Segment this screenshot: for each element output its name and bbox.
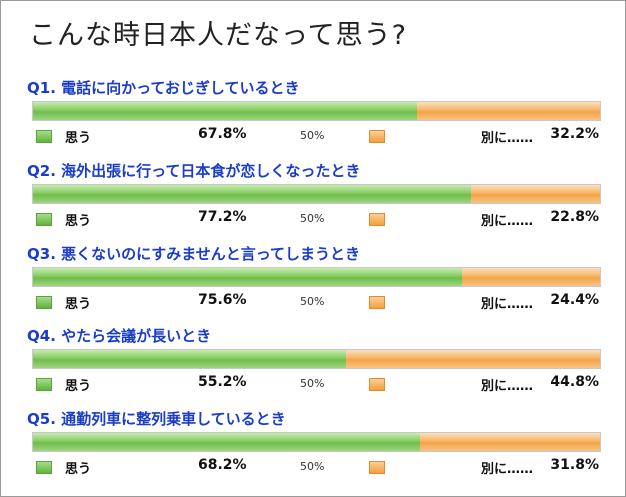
- legend-label-yes: 思う: [65, 131, 92, 146]
- legend-swatch-no: [369, 130, 385, 143]
- legend-label-no: 別に……: [481, 131, 534, 146]
- question-label: Q3. 悪くないのにすみませんと言ってしまうとき: [27, 245, 361, 263]
- legend-swatch-no: [369, 461, 385, 474]
- stacked-bar: [32, 101, 601, 121]
- data-label-yes: 55.2%: [198, 374, 247, 390]
- midpoint-label: 50%: [300, 377, 325, 390]
- legend-label-no: 別に……: [481, 462, 534, 477]
- legend-swatch-yes: [36, 461, 52, 474]
- data-label-no: 22.8%: [550, 209, 599, 225]
- legend-swatch-yes: [36, 213, 52, 226]
- stacked-bar: [32, 267, 601, 287]
- bar-segment-no: [462, 268, 600, 286]
- legend-swatch-no: [369, 296, 385, 309]
- question-block: Q1. 電話に向かっておじぎしているとき思う 67.8% 50% 別に…… 32.2%: [1, 77, 626, 161]
- bar-segment-yes: [33, 268, 462, 286]
- data-label-no: 32.2%: [550, 126, 599, 142]
- bar-segment-yes: [33, 350, 346, 368]
- data-label-no: 24.4%: [550, 292, 599, 308]
- legend-label-yes: 思う: [65, 379, 92, 394]
- stacked-bar: [32, 184, 601, 204]
- stacked-bar: [32, 349, 601, 369]
- data-label-yes: 77.2%: [198, 209, 247, 225]
- legend-swatch-yes: [36, 296, 52, 309]
- question-block: Q3. 悪くないのにすみませんと言ってしまうとき思う 75.6% 50% 別に…… 24…: [1, 243, 626, 327]
- legend-swatch-no: [369, 213, 385, 226]
- question-label: Q1. 電話に向かっておじぎしているとき: [27, 79, 300, 97]
- question-label: Q4. やたら会議が長いとき: [27, 327, 212, 345]
- legend-label-no: 別に……: [481, 214, 534, 229]
- bar-segment-no: [471, 185, 600, 203]
- bar-segment-no: [417, 102, 600, 120]
- legend-label-yes: 思う: [65, 462, 92, 477]
- legend-label-no: 別に……: [481, 379, 534, 394]
- bar-segment-yes: [33, 433, 420, 451]
- question-block: Q2. 海外出張に行って日本食が恋しくなったとき思う 77.2% 50% 別に…… 22…: [1, 160, 626, 244]
- midpoint-label: 50%: [300, 212, 325, 225]
- legend-swatch-no: [369, 378, 385, 391]
- chart-title: こんな時日本人だなって思う?: [29, 20, 407, 51]
- question-label: Q2. 海外出張に行って日本食が恋しくなったとき: [27, 162, 361, 180]
- bar-segment-no: [346, 350, 600, 368]
- legend-label-yes: 思う: [65, 214, 92, 229]
- data-label-no: 44.8%: [550, 374, 599, 390]
- midpoint-label: 50%: [300, 460, 325, 473]
- bar-segment-yes: [33, 102, 418, 120]
- stacked-bar: [32, 432, 601, 452]
- legend-label-no: 別に……: [481, 297, 534, 312]
- question-label: Q5. 通勤列車に整列乗車しているとき: [27, 410, 286, 428]
- data-label-yes: 75.6%: [198, 292, 247, 308]
- data-label-yes: 67.8%: [198, 126, 247, 142]
- data-label-no: 31.8%: [550, 457, 599, 473]
- question-block: Q5. 通勤列車に整列乗車しているとき思う 68.2% 50% 別に…… 31.8%: [1, 408, 626, 492]
- legend-swatch-yes: [36, 130, 52, 143]
- question-block: Q4. やたら会議が長いとき思う 55.2% 50% 別に…… 44.8%: [1, 325, 626, 409]
- bar-segment-no: [420, 433, 600, 451]
- legend-label-yes: 思う: [65, 297, 92, 312]
- midpoint-label: 50%: [300, 295, 325, 308]
- midpoint-label: 50%: [300, 129, 325, 142]
- legend-swatch-yes: [36, 378, 52, 391]
- data-label-yes: 68.2%: [198, 457, 247, 473]
- bar-segment-yes: [33, 185, 471, 203]
